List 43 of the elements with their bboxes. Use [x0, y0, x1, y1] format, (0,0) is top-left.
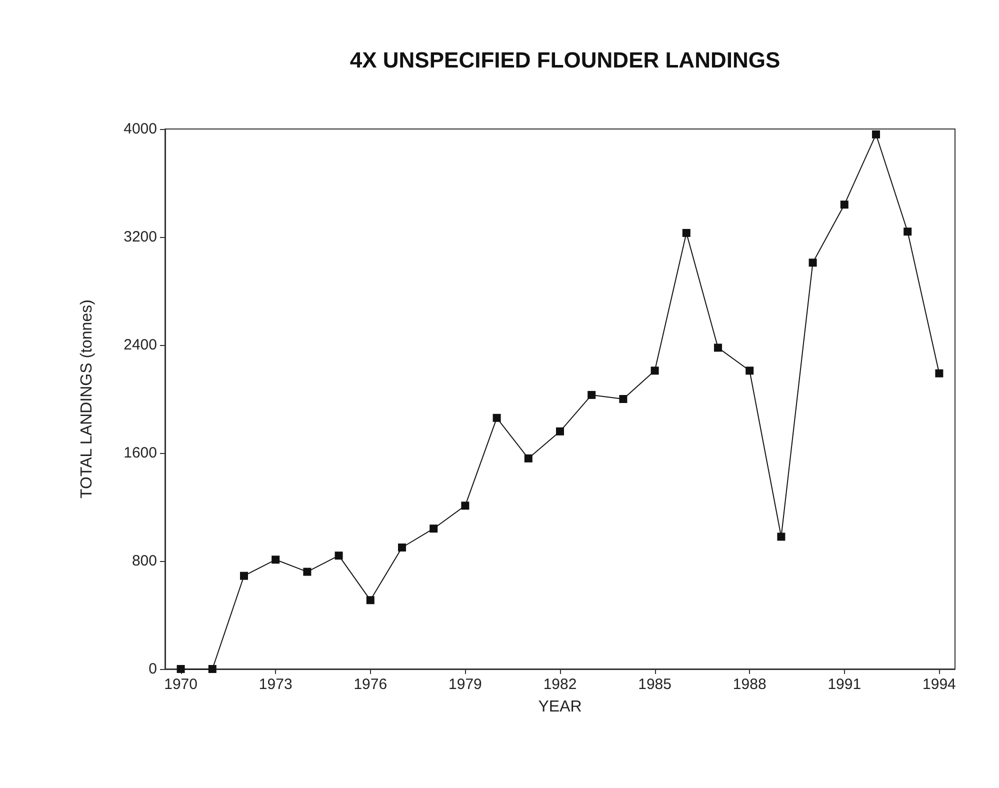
point — [777, 532, 786, 541]
y-tick-label: 0 — [148, 660, 157, 678]
point — [682, 228, 690, 237]
point — [398, 544, 406, 552]
y-tick-label: 1600 — [124, 444, 157, 462]
point — [935, 369, 944, 378]
point — [334, 552, 343, 560]
point — [556, 427, 564, 436]
point — [840, 200, 848, 209]
point — [272, 556, 280, 564]
y-tick-label: 3200 — [124, 228, 157, 246]
point — [524, 454, 532, 462]
point — [366, 596, 374, 604]
point — [240, 572, 248, 580]
point — [430, 524, 438, 533]
y-tick-label: 800 — [132, 552, 157, 570]
point — [303, 568, 312, 576]
point — [208, 665, 216, 673]
x-tick-label: 1991 — [828, 676, 862, 693]
point — [714, 344, 722, 352]
y-axis-title: TOTAL LANDINGS (tonnes) — [78, 300, 96, 498]
point — [808, 258, 817, 267]
x-axis-title: YEAR — [538, 698, 582, 716]
x-tick-label: 1988 — [732, 676, 766, 693]
x-tick-label: 1994 — [922, 676, 956, 693]
x-tick-label: 1982 — [543, 676, 577, 693]
y-tick-label: 2400 — [124, 336, 157, 354]
y-tick-label: 4000 — [124, 120, 157, 138]
x-tick-label: 1979 — [448, 676, 482, 693]
chart-title: 4X UNSPECIFIED FLOUNDER LANDINGS — [350, 48, 780, 72]
point — [176, 665, 185, 673]
x-tick-label: 1976 — [354, 676, 388, 693]
point — [746, 366, 754, 375]
x-tick-label: 1973 — [258, 676, 292, 693]
point — [588, 390, 596, 399]
x-tick-label: 1970 — [164, 676, 198, 693]
point — [492, 414, 501, 422]
point — [904, 228, 912, 236]
point — [461, 502, 470, 510]
point — [619, 395, 628, 403]
x-tick-label: 1985 — [638, 676, 672, 693]
point — [872, 130, 880, 138]
point — [650, 366, 659, 375]
